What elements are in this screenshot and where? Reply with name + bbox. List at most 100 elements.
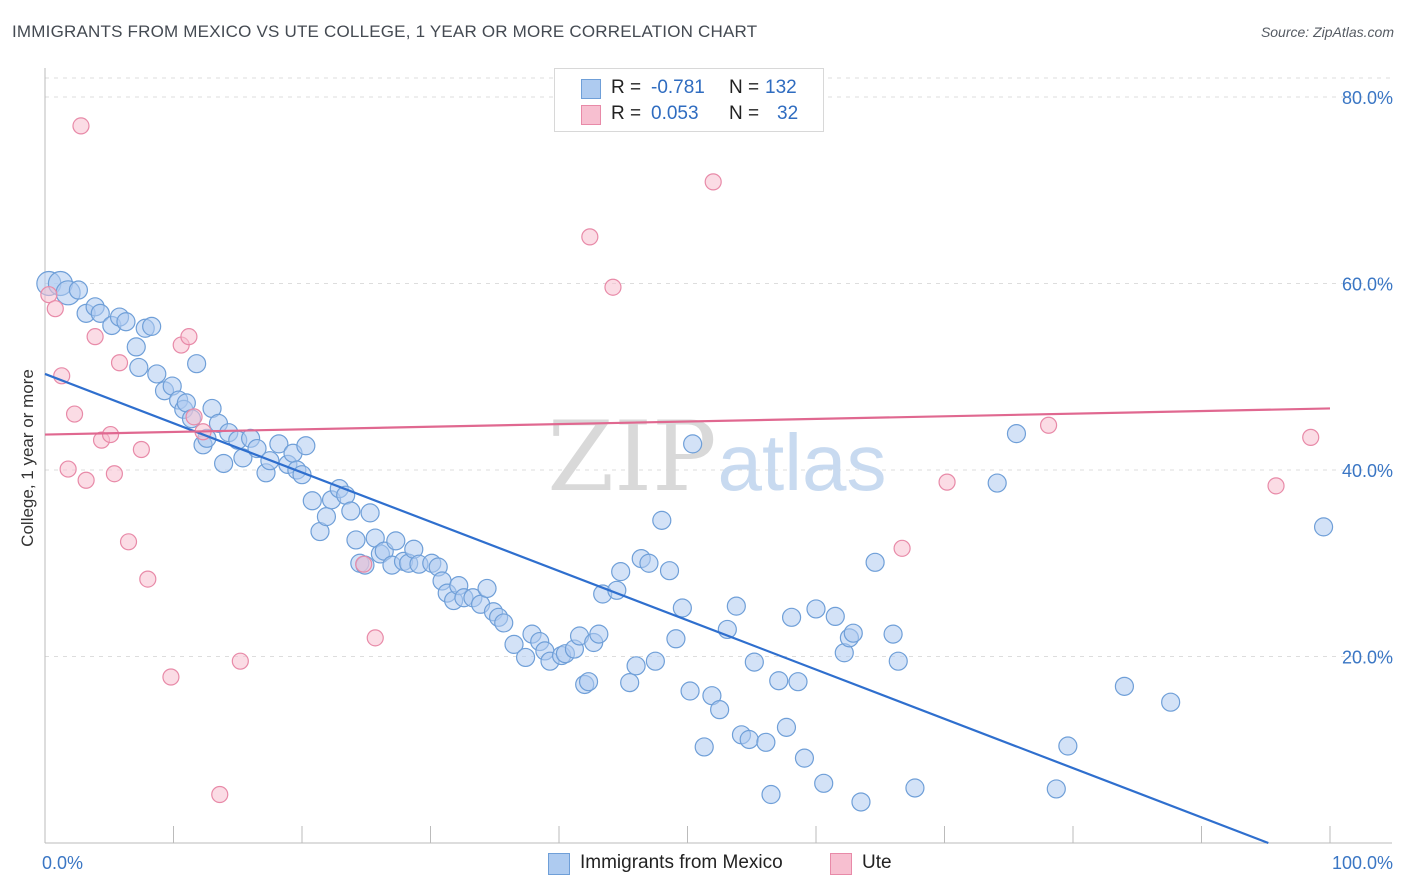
point-mexico xyxy=(865,552,885,572)
point-mexico xyxy=(1161,692,1181,712)
point-mexico xyxy=(68,280,89,300)
point-ute xyxy=(40,286,58,304)
point-mexico xyxy=(888,651,908,671)
point-mexico xyxy=(744,652,764,672)
point-mexico xyxy=(504,634,524,654)
point-mexico xyxy=(806,599,826,619)
point-mexico xyxy=(883,624,903,644)
point-ute xyxy=(1267,477,1285,495)
point-mexico xyxy=(129,357,149,378)
point-mexico xyxy=(346,530,366,550)
y-tick-label: 60.0% xyxy=(1342,275,1393,295)
watermark-zip: ZIP xyxy=(547,401,716,513)
y-tick-label: 80.0% xyxy=(1342,88,1393,108)
point-ute xyxy=(77,471,95,489)
trend-line-mexico xyxy=(44,372,1269,845)
point-ute xyxy=(581,228,599,246)
series-mexico-points xyxy=(36,270,1334,812)
y-tick-label: 40.0% xyxy=(1342,461,1393,481)
point-ute xyxy=(105,465,123,483)
point-ute xyxy=(59,460,77,478)
point-mexico xyxy=(694,737,714,757)
point-mexico xyxy=(825,606,845,627)
point-ute xyxy=(180,328,198,346)
point-mexico xyxy=(1046,779,1066,799)
point-ute xyxy=(101,425,120,444)
point-mexico xyxy=(680,681,700,701)
point-mexico xyxy=(761,784,781,805)
trend-line-ute xyxy=(44,407,1331,436)
point-ute xyxy=(1302,428,1320,446)
point-ute xyxy=(231,652,249,670)
point-ute xyxy=(704,173,722,191)
point-mexico xyxy=(683,434,703,454)
legend-r-label: R = xyxy=(611,77,642,98)
legend-swatch-mexico xyxy=(548,853,570,875)
point-ute xyxy=(938,473,956,491)
x-tick-label: 100.0% xyxy=(1332,853,1393,873)
point-mexico xyxy=(769,671,789,691)
point-ute xyxy=(46,300,64,318)
point-mexico xyxy=(851,792,871,812)
y-axis-title: College, 1 year or more xyxy=(18,369,37,547)
legend-n-label: N = xyxy=(729,77,760,98)
point-mexico xyxy=(477,578,497,599)
point-mexico xyxy=(1058,736,1078,756)
point-mexico xyxy=(645,651,665,671)
point-mexico xyxy=(386,531,406,551)
correlation-legend: R = -0.781 N = 132 R = 0.053 N = 32 xyxy=(554,68,824,132)
point-mexico xyxy=(843,623,863,643)
point-mexico xyxy=(776,717,797,737)
y-tick-label: 20.0% xyxy=(1342,648,1393,668)
point-mexico xyxy=(90,303,110,323)
point-mexico xyxy=(659,561,680,581)
point-mexico xyxy=(788,672,808,692)
point-mexico xyxy=(726,596,746,616)
point-ute xyxy=(110,354,129,372)
point-mexico xyxy=(515,647,536,668)
legend-swatch-mexico xyxy=(581,79,601,99)
point-ute xyxy=(893,539,911,557)
axes xyxy=(44,68,1392,844)
legend-label-ute: Ute xyxy=(862,852,892,873)
point-ute xyxy=(162,668,180,686)
grid-lines xyxy=(45,77,1392,657)
legend-n-value: 32 xyxy=(777,103,799,124)
chart-title: IMMIGRANTS FROM MEXICO VS UTE COLLEGE, 1… xyxy=(12,22,758,41)
legend-swatch-ute xyxy=(581,105,601,125)
point-mexico xyxy=(672,598,692,618)
point-ute xyxy=(65,405,84,423)
point-ute xyxy=(72,117,90,135)
x-tick-label: 0.0% xyxy=(42,853,83,873)
point-mexico xyxy=(341,501,361,521)
point-mexico xyxy=(814,773,834,793)
legend-row-ute: R = 0.053 N = 32 xyxy=(555,101,823,127)
point-mexico xyxy=(589,624,609,644)
point-mexico xyxy=(126,337,146,357)
watermark-atlas: atlas xyxy=(718,418,887,507)
point-mexico xyxy=(269,434,289,454)
point-mexico xyxy=(710,700,730,720)
point-ute xyxy=(119,533,138,551)
legend-n-value: 132 xyxy=(765,77,797,98)
point-mexico xyxy=(316,507,337,527)
point-mexico xyxy=(147,364,167,384)
legend-r-value: 0.053 xyxy=(651,103,699,124)
point-mexico xyxy=(987,473,1007,493)
point-mexico xyxy=(652,510,672,530)
point-mexico xyxy=(611,562,631,582)
point-mexico xyxy=(781,607,802,627)
point-ute xyxy=(132,440,150,459)
point-mexico xyxy=(296,436,316,456)
point-ute xyxy=(366,629,384,647)
point-ute xyxy=(604,278,622,296)
point-mexico xyxy=(639,553,659,573)
point-mexico xyxy=(905,778,925,798)
point-mexico xyxy=(739,729,759,750)
point-ute xyxy=(86,328,104,346)
point-mexico xyxy=(1313,517,1334,537)
legend-label-mexico: Immigrants from Mexico xyxy=(580,852,783,873)
legend-r-label: R = xyxy=(611,103,642,124)
point-mexico xyxy=(666,629,686,649)
tick-labels: 20.0% 40.0% 60.0% 80.0% 0.0% 100.0% xyxy=(42,88,1393,873)
